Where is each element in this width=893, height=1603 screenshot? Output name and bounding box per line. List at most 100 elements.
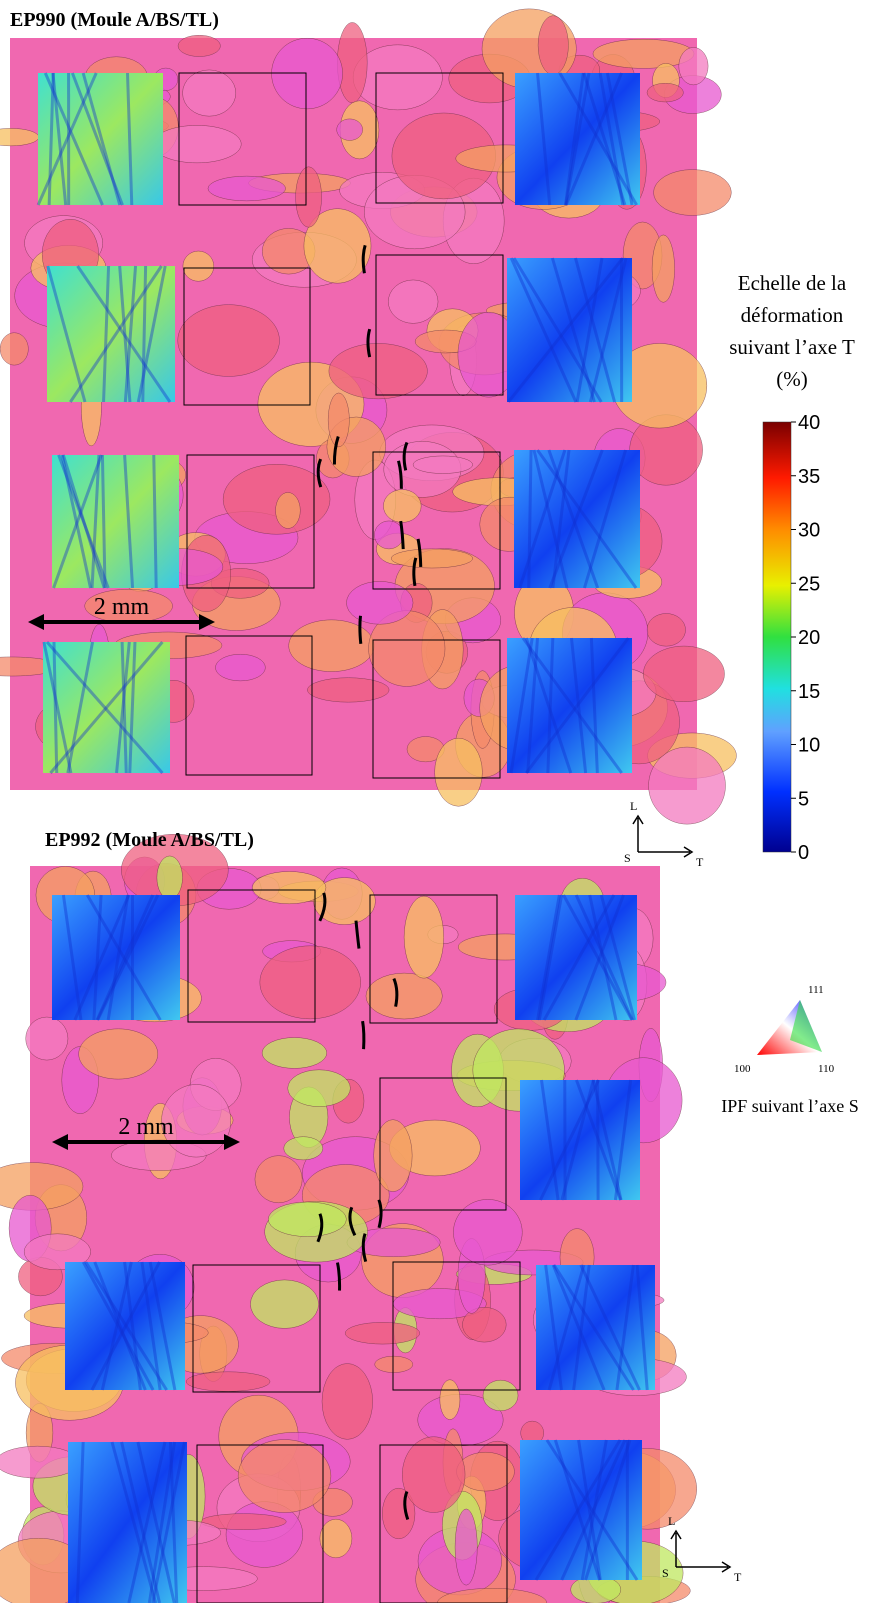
grain xyxy=(390,548,473,569)
colorbar-tick-label: 5 xyxy=(798,788,809,810)
zone-box xyxy=(372,451,501,590)
strain-band xyxy=(536,72,552,206)
grain xyxy=(462,1307,507,1343)
strain-band xyxy=(537,894,564,1021)
strain-band xyxy=(140,1261,162,1391)
strain-map xyxy=(536,1265,655,1390)
grain xyxy=(646,82,684,103)
strain-band xyxy=(560,1079,595,1201)
strain-band xyxy=(69,265,163,403)
grain xyxy=(653,169,732,216)
grain xyxy=(439,1379,461,1420)
strain-band xyxy=(57,454,110,589)
crack xyxy=(366,328,372,358)
zone-box xyxy=(369,894,498,1024)
colorbar-tick-label: 35 xyxy=(798,466,820,488)
colorbar-title: Echelle de la xyxy=(738,271,847,295)
scale-label: 2 mm xyxy=(118,1114,174,1140)
grain xyxy=(237,1439,332,1513)
grain xyxy=(373,1119,413,1192)
grain xyxy=(454,1508,478,1586)
strain-map xyxy=(43,642,170,773)
strain-map xyxy=(520,1080,640,1200)
ipf-corner: 111 xyxy=(808,984,824,996)
colorbar-tick-label: 20 xyxy=(798,627,820,649)
grain xyxy=(152,125,242,164)
crack xyxy=(318,892,327,922)
colorbar-tick-label: 10 xyxy=(798,735,820,757)
strain-band xyxy=(580,1439,608,1581)
grain xyxy=(0,332,29,366)
axis-label: T xyxy=(734,1570,742,1584)
crack xyxy=(316,458,323,488)
strain-band xyxy=(545,1439,639,1581)
axis-arrows xyxy=(632,814,694,858)
grain xyxy=(482,1379,519,1412)
scale-arrow xyxy=(28,614,44,630)
strain-band xyxy=(147,1441,177,1603)
panel-title: EP990 (Moule A/BS/TL) xyxy=(10,9,219,31)
strain-band xyxy=(93,1261,147,1391)
strain-band xyxy=(540,1079,560,1201)
strain-band xyxy=(547,1264,586,1391)
grain xyxy=(313,877,376,925)
grain xyxy=(288,619,375,672)
strain-band xyxy=(118,265,132,403)
strain-band xyxy=(575,1079,623,1201)
grain xyxy=(453,1199,523,1266)
grain xyxy=(23,1233,91,1271)
strain-map xyxy=(68,1442,187,1603)
strain-band xyxy=(534,1439,622,1581)
grain xyxy=(207,175,286,202)
zone-box xyxy=(186,454,315,589)
strain-band xyxy=(574,894,625,1021)
strain-map xyxy=(514,450,640,588)
grain xyxy=(651,234,675,303)
strain-band xyxy=(589,637,599,774)
strain-band xyxy=(572,1264,591,1391)
grain xyxy=(182,250,215,282)
axis-label: S xyxy=(624,851,631,865)
strain-band xyxy=(96,894,160,1021)
strain-map xyxy=(520,1440,642,1580)
grain xyxy=(412,455,473,474)
grain xyxy=(678,47,709,86)
strain-band xyxy=(115,641,131,774)
zone-box xyxy=(379,1444,508,1603)
strain-band xyxy=(136,1441,176,1603)
strain-band xyxy=(635,1264,649,1391)
grain xyxy=(346,581,414,625)
crack xyxy=(397,460,403,489)
scale-arrow xyxy=(224,1134,240,1150)
grain xyxy=(646,613,686,647)
strain-map xyxy=(515,895,637,1020)
colorbar-title: suivant l’axe T xyxy=(729,335,855,359)
strain-band xyxy=(509,637,534,774)
grain xyxy=(0,1445,80,1479)
grain xyxy=(254,1155,303,1204)
grain xyxy=(336,118,363,141)
strain-band xyxy=(42,641,73,774)
crack xyxy=(361,244,367,274)
strain-band xyxy=(95,894,155,1021)
crack xyxy=(332,436,340,465)
zone-box xyxy=(192,1264,321,1393)
colorbar-tick-label: 30 xyxy=(798,520,820,542)
strain-band xyxy=(605,72,634,206)
strain-band xyxy=(577,1439,602,1581)
crack xyxy=(358,615,363,644)
strain-band xyxy=(126,72,134,206)
strain-band xyxy=(81,72,122,206)
crack xyxy=(348,1206,357,1236)
axis-label: L xyxy=(668,1514,675,1528)
strain-band xyxy=(84,1261,168,1391)
colorbar-tick-label: 0 xyxy=(798,842,809,864)
strain-band xyxy=(591,1079,623,1201)
strain-map xyxy=(515,73,640,205)
strain-band xyxy=(551,1264,606,1391)
grain xyxy=(283,1136,324,1161)
grain xyxy=(161,1084,232,1158)
strain-band xyxy=(574,894,634,1021)
